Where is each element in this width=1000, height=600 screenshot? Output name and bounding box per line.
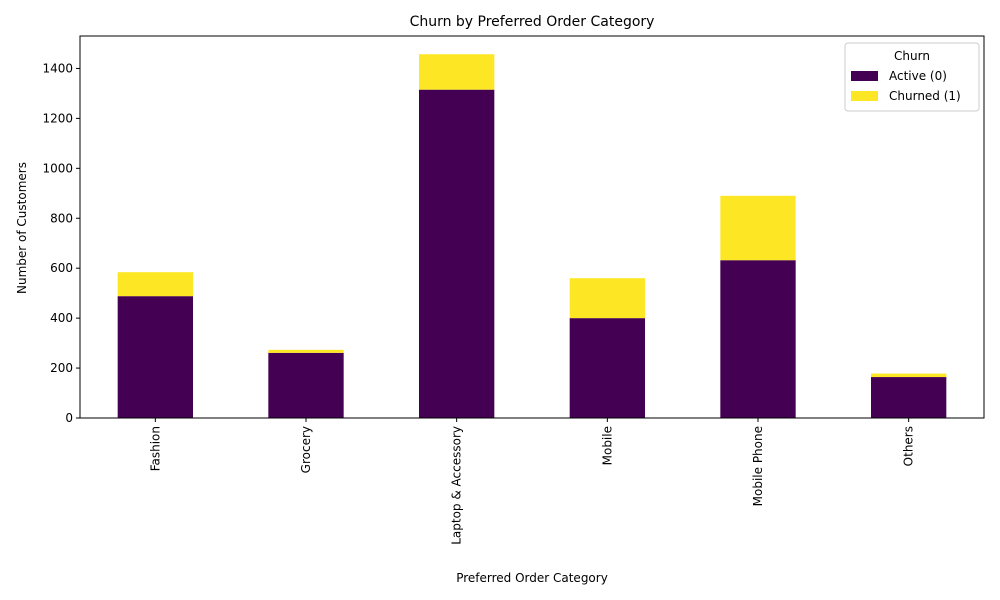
bar-churned-3: [569, 278, 645, 319]
legend-swatch-0: [851, 71, 878, 81]
legend-label-0: Active (0): [889, 69, 947, 83]
legend-box: [844, 42, 980, 112]
x-tick-label: Fashion: [148, 426, 162, 471]
legend-title: Churn: [894, 49, 930, 63]
bar-churned-2: [419, 54, 495, 90]
x-tick-label: Grocery: [299, 426, 313, 473]
y-tick-label: 400: [50, 311, 73, 325]
y-tick-label: 800: [50, 211, 73, 225]
x-tick-label: Others: [902, 426, 916, 466]
bar-active-4: [720, 260, 796, 418]
bar-active-2: [419, 89, 495, 418]
bar-churned-1: [268, 349, 344, 353]
bar-churned-5: [871, 373, 947, 378]
x-tick-label: Mobile: [600, 426, 614, 465]
axes-group: 0 200 400 600 800 1000 1200 1400 Fashion Grocery L…: [42, 35, 985, 545]
y-axis-label: Number of Customers: [15, 162, 29, 294]
legend-label-1: Churned (1): [889, 89, 961, 103]
x-tick-label: Laptop & Accessory: [450, 426, 464, 545]
legend: Churn Active (0) Churned (1): [844, 42, 980, 112]
bar-active-0: [117, 296, 193, 418]
y-tick-label: 200: [50, 361, 73, 375]
legend-swatch-1: [851, 91, 878, 101]
x-axis-label: Preferred Order Category: [456, 571, 608, 585]
y-tick-label: 1000: [42, 161, 73, 175]
chart-title: Churn by Preferred Order Category: [410, 14, 655, 30]
bar-active-3: [569, 318, 645, 418]
bar-active-5: [871, 377, 947, 418]
x-tick-label: Mobile Phone: [751, 426, 765, 506]
y-tick-label: 1400: [42, 61, 73, 75]
bar-churned-4: [720, 195, 796, 261]
bars-group: [117, 54, 947, 418]
plot-frame: [79, 35, 985, 419]
bar-churned-0: [117, 272, 193, 297]
y-tick-label: 1200: [42, 111, 73, 125]
y-tick-label: 600: [50, 261, 73, 275]
bar-active-1: [268, 352, 344, 418]
y-tick-label: 0: [65, 411, 73, 425]
